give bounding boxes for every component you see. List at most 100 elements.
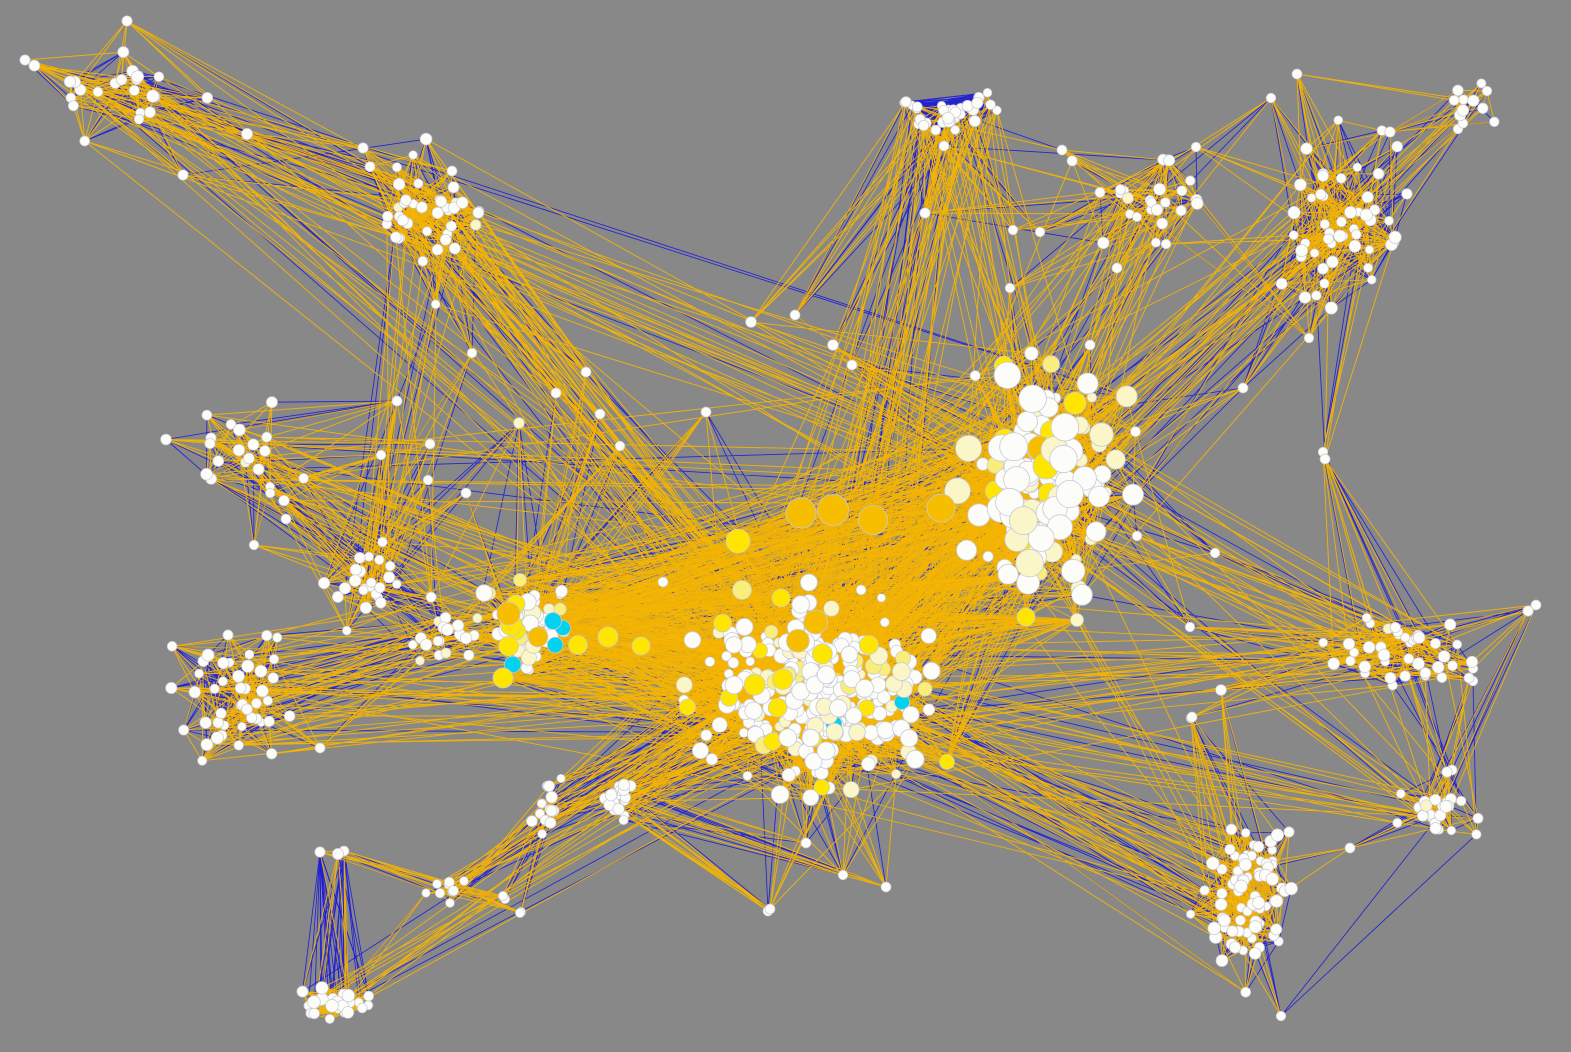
graph-node[interactable] — [1303, 332, 1315, 344]
graph-node[interactable] — [1481, 85, 1493, 97]
graph-node[interactable] — [855, 584, 867, 596]
graph-node[interactable] — [1009, 506, 1038, 535]
graph-node[interactable] — [770, 785, 790, 804]
graph-node[interactable] — [1248, 947, 1262, 960]
graph-node[interactable] — [463, 649, 475, 661]
graph-node[interactable] — [440, 647, 452, 659]
graph-node[interactable] — [261, 630, 273, 642]
graph-node[interactable] — [1322, 233, 1334, 245]
graph-node[interactable] — [825, 722, 844, 741]
graph-node[interactable] — [415, 655, 425, 666]
graph-node[interactable] — [1318, 637, 1328, 648]
graph-node[interactable] — [1345, 655, 1356, 667]
graph-node[interactable] — [1094, 187, 1106, 198]
graph-node[interactable] — [266, 748, 278, 760]
graph-node[interactable] — [1333, 229, 1347, 243]
graph-node[interactable] — [400, 194, 412, 206]
graph-node[interactable] — [115, 74, 128, 86]
graph-node[interactable] — [1288, 230, 1299, 241]
graph-node[interactable] — [1456, 104, 1470, 117]
graph-node[interactable] — [877, 690, 891, 705]
graph-node[interactable] — [385, 560, 396, 572]
graph-node[interactable] — [1439, 800, 1453, 813]
graph-node[interactable] — [348, 574, 362, 587]
graph-node[interactable] — [891, 769, 902, 780]
graph-node[interactable] — [744, 701, 763, 720]
graph-node[interactable] — [272, 632, 283, 643]
graph-node[interactable] — [117, 46, 130, 59]
graph-node[interactable] — [204, 437, 216, 450]
graph-node[interactable] — [967, 503, 991, 527]
graph-node[interactable] — [1333, 115, 1344, 125]
graph-node[interactable] — [675, 676, 693, 694]
graph-node[interactable] — [363, 990, 374, 1002]
graph-node[interactable] — [215, 707, 227, 720]
graph-node[interactable] — [424, 438, 436, 450]
graph-node[interactable] — [445, 220, 457, 232]
graph-node[interactable] — [1252, 896, 1266, 910]
graph-node[interactable] — [1150, 237, 1161, 248]
graph-node[interactable] — [315, 981, 329, 995]
graph-node[interactable] — [366, 577, 377, 588]
graph-node[interactable] — [801, 728, 820, 748]
graph-node[interactable] — [1070, 613, 1084, 627]
graph-node[interactable] — [446, 165, 458, 177]
graph-node[interactable] — [771, 668, 794, 690]
graph-node[interactable] — [845, 707, 863, 725]
graph-node[interactable] — [1471, 829, 1482, 840]
graph-node[interactable] — [861, 756, 876, 772]
graph-node[interactable] — [1216, 887, 1228, 900]
graph-node[interactable] — [555, 584, 568, 598]
graph-node[interactable] — [618, 815, 629, 826]
graph-node[interactable] — [823, 600, 840, 617]
graph-node[interactable] — [222, 629, 234, 641]
graph-node[interactable] — [199, 716, 212, 729]
graph-node[interactable] — [568, 635, 588, 655]
graph-node[interactable] — [298, 473, 309, 484]
graph-node[interactable] — [1240, 828, 1251, 838]
graph-node[interactable] — [1319, 278, 1330, 289]
graph-node[interactable] — [892, 662, 911, 681]
graph-node[interactable] — [513, 417, 525, 429]
graph-node[interactable] — [1088, 485, 1110, 508]
graph-node[interactable] — [430, 299, 441, 310]
graph-node[interactable] — [425, 591, 437, 603]
graph-node[interactable] — [580, 366, 592, 378]
graph-node[interactable] — [1206, 856, 1220, 871]
graph-node[interactable] — [1429, 638, 1441, 649]
graph-node[interactable] — [1419, 667, 1432, 679]
graph-node[interactable] — [842, 781, 860, 798]
graph-node[interactable] — [745, 656, 755, 667]
graph-node[interactable] — [225, 419, 237, 430]
graph-node[interactable] — [1456, 795, 1467, 807]
graph-node[interactable] — [1472, 812, 1484, 824]
graph-node[interactable] — [417, 255, 429, 267]
graph-node[interactable] — [422, 474, 434, 486]
graph-node[interactable] — [1336, 216, 1347, 228]
graph-node[interactable] — [859, 635, 879, 655]
graph-node[interactable] — [992, 105, 1002, 116]
graph-node[interactable] — [1351, 229, 1362, 240]
graph-node[interactable] — [537, 829, 547, 839]
graph-node[interactable] — [504, 655, 522, 674]
graph-node[interactable] — [363, 551, 374, 562]
graph-node[interactable] — [1115, 385, 1138, 408]
graph-node[interactable] — [771, 588, 791, 608]
graph-node[interactable] — [460, 487, 472, 499]
graph-node[interactable] — [1190, 197, 1204, 210]
node-layer[interactable] — [19, 15, 1542, 1024]
graph-node[interactable] — [434, 888, 446, 899]
graph-node[interactable] — [283, 710, 296, 722]
graph-node[interactable] — [1458, 94, 1469, 105]
graph-node[interactable] — [922, 703, 936, 716]
graph-node[interactable] — [1467, 94, 1480, 107]
graph-node[interactable] — [210, 731, 224, 745]
graph-node[interactable] — [1377, 648, 1391, 662]
graph-node[interactable] — [545, 790, 558, 804]
graph-node[interactable] — [1122, 483, 1144, 506]
graph-node[interactable] — [1248, 920, 1262, 934]
graph-node[interactable] — [133, 114, 145, 125]
graph-node[interactable] — [803, 609, 829, 635]
graph-node[interactable] — [550, 387, 562, 399]
